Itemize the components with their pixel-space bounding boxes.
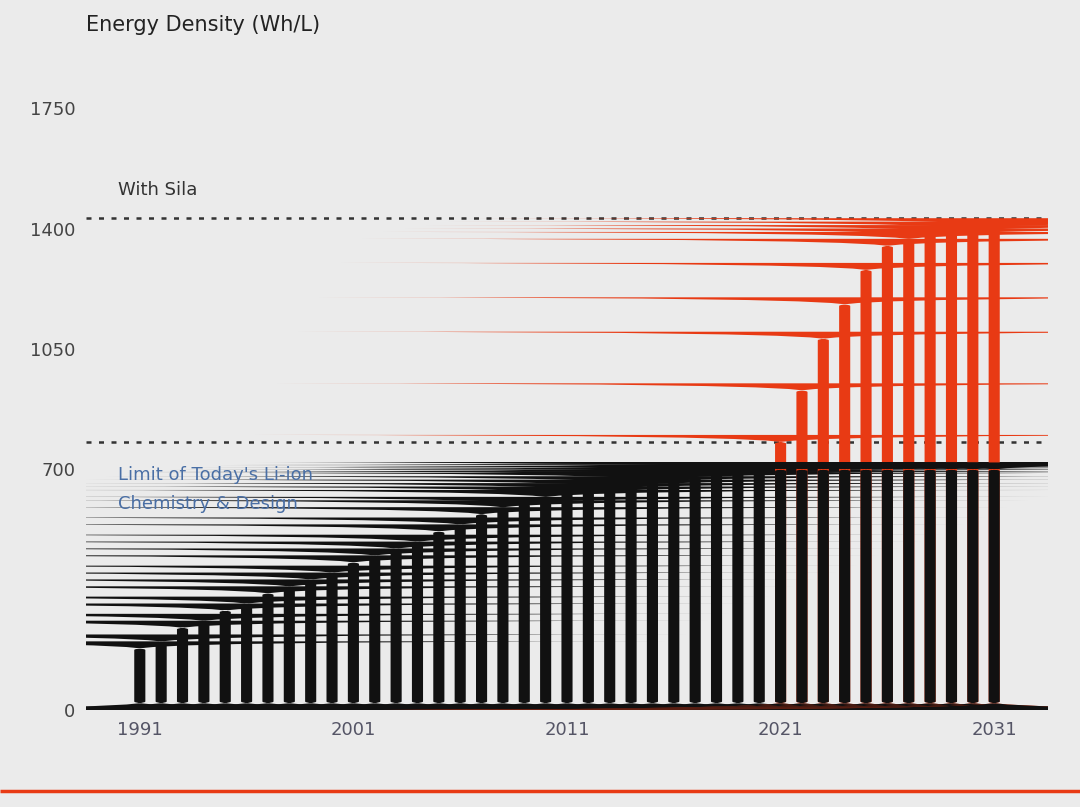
FancyBboxPatch shape bbox=[359, 462, 1080, 710]
FancyBboxPatch shape bbox=[0, 541, 924, 710]
Text: Energy Density (Wh/L): Energy Density (Wh/L) bbox=[86, 15, 321, 36]
FancyBboxPatch shape bbox=[465, 218, 1080, 710]
FancyBboxPatch shape bbox=[0, 634, 690, 710]
FancyBboxPatch shape bbox=[0, 500, 1031, 710]
FancyBboxPatch shape bbox=[17, 490, 1075, 710]
FancyBboxPatch shape bbox=[402, 228, 1080, 710]
FancyBboxPatch shape bbox=[81, 479, 1080, 710]
FancyBboxPatch shape bbox=[359, 239, 1080, 710]
FancyBboxPatch shape bbox=[39, 487, 1080, 710]
FancyBboxPatch shape bbox=[380, 462, 1080, 710]
Text: With Sila: With Sila bbox=[119, 182, 198, 199]
FancyBboxPatch shape bbox=[465, 462, 1080, 710]
FancyBboxPatch shape bbox=[0, 549, 903, 710]
FancyBboxPatch shape bbox=[444, 222, 1080, 710]
FancyBboxPatch shape bbox=[0, 555, 882, 710]
FancyBboxPatch shape bbox=[0, 642, 669, 710]
FancyBboxPatch shape bbox=[338, 462, 1080, 710]
FancyBboxPatch shape bbox=[295, 332, 1080, 710]
FancyBboxPatch shape bbox=[0, 604, 754, 710]
FancyBboxPatch shape bbox=[252, 462, 1080, 710]
FancyBboxPatch shape bbox=[166, 470, 1080, 710]
FancyBboxPatch shape bbox=[0, 525, 968, 710]
FancyBboxPatch shape bbox=[444, 462, 1080, 710]
FancyBboxPatch shape bbox=[146, 471, 1080, 710]
FancyBboxPatch shape bbox=[0, 621, 711, 710]
FancyBboxPatch shape bbox=[0, 507, 1010, 710]
FancyBboxPatch shape bbox=[273, 383, 1080, 710]
FancyBboxPatch shape bbox=[423, 225, 1080, 710]
FancyBboxPatch shape bbox=[0, 566, 861, 710]
FancyBboxPatch shape bbox=[0, 497, 1053, 710]
FancyBboxPatch shape bbox=[0, 572, 839, 710]
FancyBboxPatch shape bbox=[0, 596, 775, 710]
Text: Limit of Today's Li-ion: Limit of Today's Li-ion bbox=[119, 466, 313, 484]
FancyBboxPatch shape bbox=[59, 483, 1080, 710]
FancyBboxPatch shape bbox=[0, 579, 818, 710]
FancyBboxPatch shape bbox=[210, 466, 1080, 710]
FancyBboxPatch shape bbox=[0, 614, 732, 710]
FancyBboxPatch shape bbox=[316, 297, 1080, 710]
FancyBboxPatch shape bbox=[231, 464, 1080, 710]
FancyBboxPatch shape bbox=[380, 232, 1080, 710]
FancyBboxPatch shape bbox=[295, 462, 1080, 710]
FancyBboxPatch shape bbox=[0, 587, 796, 710]
FancyBboxPatch shape bbox=[338, 263, 1080, 710]
FancyBboxPatch shape bbox=[188, 467, 1080, 710]
FancyBboxPatch shape bbox=[273, 462, 1080, 710]
FancyBboxPatch shape bbox=[124, 473, 1080, 710]
FancyBboxPatch shape bbox=[423, 462, 1080, 710]
FancyBboxPatch shape bbox=[103, 476, 1080, 710]
FancyBboxPatch shape bbox=[252, 435, 1080, 710]
FancyBboxPatch shape bbox=[402, 462, 1080, 710]
FancyBboxPatch shape bbox=[0, 535, 946, 710]
FancyBboxPatch shape bbox=[316, 462, 1080, 710]
Text: Chemistry & Design: Chemistry & Design bbox=[119, 495, 298, 513]
FancyBboxPatch shape bbox=[0, 517, 988, 710]
